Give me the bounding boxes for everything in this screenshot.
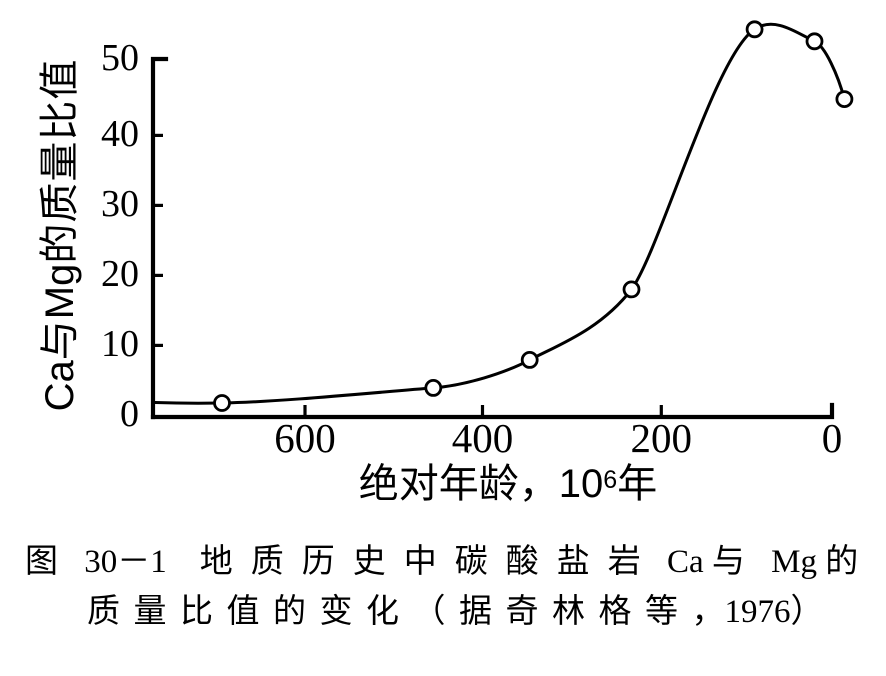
svg-text:0: 0 [822, 415, 843, 461]
svg-text:Ca与Mg的质量比值: Ca与Mg的质量比值 [38, 59, 82, 412]
svg-text:20: 20 [101, 253, 139, 295]
svg-text:200: 200 [631, 415, 693, 461]
svg-text:绝对年龄，106年: 绝对年龄，106年 [359, 462, 657, 506]
svg-text:40: 40 [101, 113, 139, 155]
svg-text:0: 0 [120, 393, 139, 435]
svg-text:400: 400 [452, 415, 514, 461]
svg-text:30: 30 [101, 183, 139, 225]
svg-text:600: 600 [274, 415, 336, 461]
svg-text:10: 10 [101, 323, 139, 365]
svg-text:50: 50 [101, 37, 139, 79]
